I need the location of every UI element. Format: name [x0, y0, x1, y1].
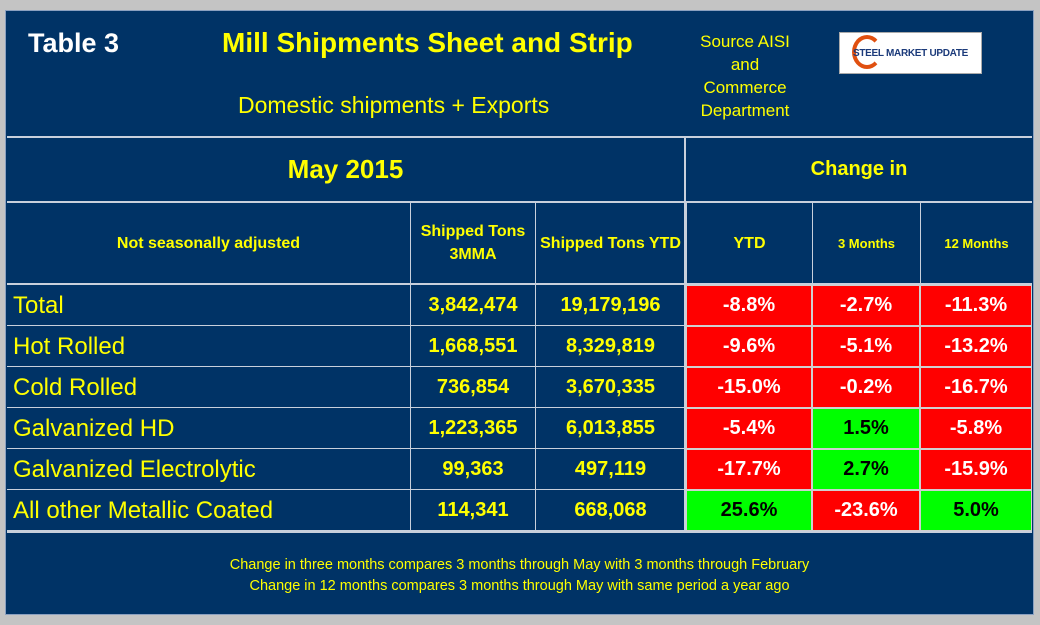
divider: [684, 137, 686, 533]
tons-cell: 8,329,819: [535, 326, 685, 367]
source-line: Source AISI: [700, 32, 790, 51]
column-header: YTD: [686, 203, 812, 283]
tons-cell: 736,854: [410, 367, 535, 408]
source-line: and: [730, 55, 760, 74]
change-cell: -15.9%: [920, 449, 1032, 490]
footnotes: Change in three months compares 3 months…: [7, 555, 1032, 597]
column-header: Not seasonally adjusted: [116, 234, 301, 252]
change-cell: -2.7%: [812, 285, 920, 326]
row-label: Cold Rolled: [13, 373, 138, 401]
divider: [7, 136, 1032, 138]
change-cell: -15.0%: [686, 367, 812, 408]
row-label: Hot Rolled: [13, 332, 126, 360]
change-cell: -13.2%: [920, 326, 1032, 367]
source-note: Source AISI and Commerce Department: [680, 30, 810, 122]
table-label: Table 3: [28, 28, 120, 58]
change-cell: -5.8%: [920, 408, 1032, 449]
column-header: 3 Months: [812, 203, 920, 283]
row-label: Galvanized HD: [13, 414, 175, 442]
row-label: All other Metallic Coated: [13, 496, 274, 524]
divider: [7, 201, 1032, 203]
tons-cell: 1,223,365: [410, 408, 535, 449]
row-divider: [7, 325, 685, 326]
source-line: Department: [700, 101, 790, 120]
source-line: Commerce: [703, 78, 787, 97]
tons-cell: 3,670,335: [535, 367, 685, 408]
change-in-header: Change in: [810, 158, 908, 180]
tons-cell: 1,668,551: [410, 326, 535, 367]
row-label: Total: [13, 291, 64, 319]
row-divider: [7, 489, 685, 490]
tons-cell: 6,013,855: [535, 408, 685, 449]
tons-cell: 19,179,196: [535, 285, 685, 326]
period-label: May 2015: [287, 154, 404, 184]
tons-cell: 668,068: [535, 490, 685, 531]
change-cell: 1.5%: [812, 408, 920, 449]
change-cell: -0.2%: [812, 367, 920, 408]
divider: [7, 283, 1032, 285]
row-divider: [7, 366, 685, 367]
change-cell: -17.7%: [686, 449, 812, 490]
change-cell: -16.7%: [920, 367, 1032, 408]
change-cell: -5.4%: [686, 408, 812, 449]
change-cell: -11.3%: [920, 285, 1032, 326]
change-cell: -9.6%: [686, 326, 812, 367]
subtitle: Domestic shipments + Exports: [238, 92, 550, 118]
change-cell: 25.6%: [686, 490, 812, 531]
footnote: Change in three months compares 3 months…: [229, 557, 810, 573]
row-divider: [7, 407, 685, 408]
change-cell: -23.6%: [812, 490, 920, 531]
row-divider: [7, 448, 685, 449]
logo-ring-icon: [852, 35, 882, 69]
change-cell: 5.0%: [920, 490, 1032, 531]
tons-cell: 114,341: [410, 490, 535, 531]
row-divider: [7, 530, 685, 531]
tons-cell: 3,842,474: [410, 285, 535, 326]
steel-market-update-logo: STEEL MARKET UPDATE: [839, 32, 982, 74]
column-header: 12 Months: [920, 203, 1032, 283]
footnote: Change in 12 months compares 3 months th…: [249, 578, 790, 594]
divider: [7, 531, 1032, 533]
column-header: Shipped Tons YTD: [535, 203, 685, 283]
change-cell: -5.1%: [812, 326, 920, 367]
change-cell: -8.8%: [686, 285, 812, 326]
page-title: Mill Shipments Sheet and Strip: [222, 27, 633, 58]
tons-cell: 497,119: [535, 449, 685, 490]
column-header: Shipped Tons 3MMA: [410, 203, 535, 283]
change-cell: 2.7%: [812, 449, 920, 490]
row-label: Galvanized Electrolytic: [13, 455, 256, 483]
tons-cell: 99,363: [410, 449, 535, 490]
